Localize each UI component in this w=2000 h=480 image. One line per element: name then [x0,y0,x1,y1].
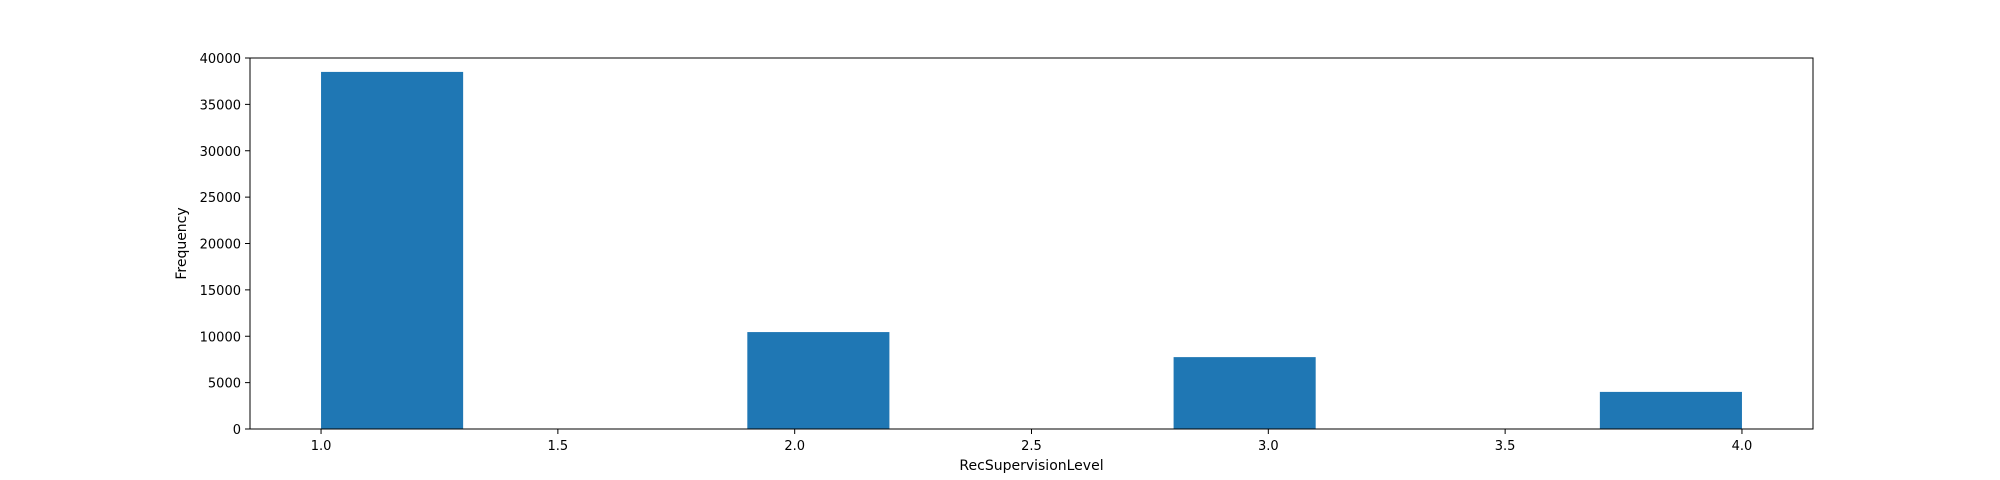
y-tick-label: 5000 [208,377,241,392]
y-tick-label: 35000 [200,98,241,113]
x-tick-label: 4.0 [1732,439,1753,454]
histogram-bar [321,71,464,429]
histogram-bar [1599,391,1742,429]
y-axis-ticks: 0 5000 10000 15000 20000 25000 30000 35000 40000 [200,52,250,438]
x-axis-ticks: 1.0 1.5 2.0 2.5 3.0 3.5 4.0 [311,429,1753,454]
y-tick-label: 15000 [200,284,241,299]
x-tick-label: 2.5 [1021,439,1042,454]
plot-area-frame [249,57,1814,430]
x-tick-label: 1.0 [311,439,332,454]
x-axis-label: RecSupervisionLevel [959,458,1103,474]
y-tick-label: 25000 [200,191,241,206]
y-axis-label: Frequency [174,207,190,279]
x-tick-label: 1.5 [548,439,569,454]
x-tick-label: 3.5 [1495,439,1516,454]
y-tick-label: 10000 [200,330,241,345]
bar-group [321,71,1742,429]
y-tick-label: 40000 [200,52,241,67]
y-tick-label: 20000 [200,238,241,253]
x-tick-label: 3.0 [1258,439,1279,454]
x-tick-label: 2.0 [784,439,805,454]
y-tick-label: 30000 [200,145,241,160]
histogram-bar [747,332,890,429]
y-tick-label: 0 [233,423,241,438]
histogram-bar [1173,357,1316,429]
